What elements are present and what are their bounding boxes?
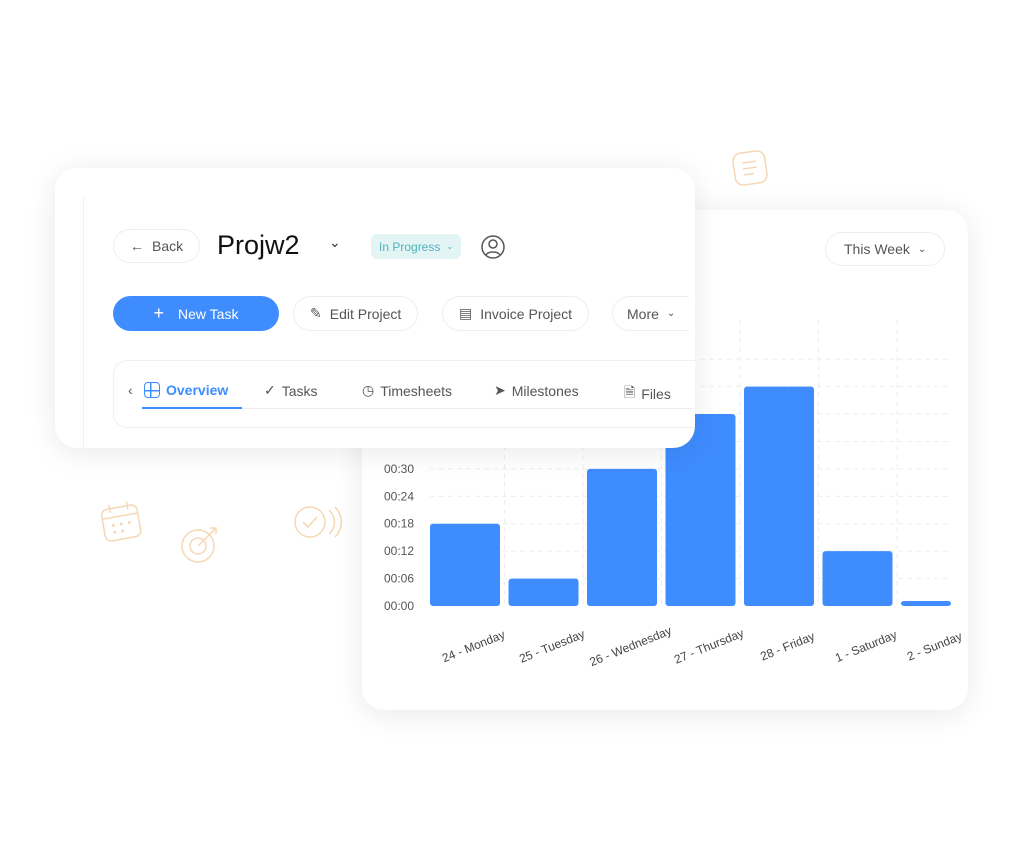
y-tick-label: 00:18 — [384, 517, 414, 531]
tab-tasks[interactable]: ✓︎ Tasks — [264, 382, 318, 399]
x-tick-label: 27 - Thursday — [672, 626, 746, 667]
invoice-project-label: Invoice Project — [480, 305, 573, 322]
bar-1-saturday — [822, 551, 893, 606]
project-header-card: ← Back Projw2 ⌄ In Progress ⌄ + New Task ✎… — [55, 168, 695, 448]
bar-25-tuesday — [508, 578, 579, 606]
assignee-avatar-icon[interactable] — [480, 234, 506, 260]
invoice-icon: ▤ — [459, 305, 473, 321]
tab-files[interactable]: 🗎︎ Files — [624, 382, 671, 406]
y-tick-label: 00:24 — [384, 489, 414, 503]
tab-milestones[interactable]: ➤ Milestones — [494, 382, 579, 399]
edit-project-button[interactable]: ✎ Edit Project — [293, 296, 419, 331]
y-tick-label: 00:30 — [384, 462, 414, 476]
bar-26-wednesday — [587, 468, 657, 606]
edit-project-label: Edit Project — [329, 305, 402, 322]
y-tick-label: 00:06 — [384, 572, 414, 586]
pencil-icon: ✎ — [310, 305, 322, 321]
y-tick-label: 00:00 — [384, 599, 414, 613]
clock-icon: ◷ — [362, 382, 375, 398]
x-tick-label: 24 - Monday — [440, 627, 507, 665]
x-tick-label: 2 - Sunday — [905, 629, 964, 664]
chevron-down-icon: ⌄ — [666, 308, 676, 319]
bar-28-friday — [744, 386, 814, 606]
tasks-check-icon — [294, 506, 342, 538]
document-icon — [732, 150, 768, 186]
x-tick-label: 28 - Friday — [758, 629, 816, 663]
back-button[interactable]: ← Back — [113, 229, 201, 263]
file-icon: 🗎︎ — [624, 384, 636, 400]
invoice-project-button[interactable]: ▤ Invoice Project — [442, 296, 590, 331]
x-tick-label: 1 - Saturday — [833, 628, 899, 665]
calendar-icon — [100, 501, 142, 542]
more-label: More — [627, 305, 659, 322]
plus-icon: + — [153, 303, 165, 323]
chevron-down-icon: ⌄ — [446, 242, 454, 251]
tasks-check-icon: ✓︎ — [264, 382, 276, 398]
new-task-button[interactable]: + New Task — [113, 296, 279, 331]
week-range-label: This Week — [844, 241, 910, 257]
bar-2-sunday — [901, 601, 951, 606]
back-label: Back — [152, 238, 184, 254]
x-tick-label: 25 - Tuesday — [517, 627, 587, 666]
bar-chart: 00:00 00:06 00:12 00:18 00:24 00:30 24 - Monda… — [384, 320, 964, 669]
x-tick-label: 26 - Wednesday — [587, 623, 673, 669]
bar-27-thursday — [665, 414, 736, 606]
bar-24-monday — [430, 523, 500, 606]
tab-tasks-label: Tasks — [281, 382, 318, 399]
status-dropdown[interactable]: In Progress ⌄ — [371, 234, 462, 259]
tab-overview[interactable]: Overview — [144, 382, 228, 398]
overview-grid-icon — [144, 382, 160, 398]
tabs-scroll-left-icon[interactable]: ‹ — [128, 382, 133, 398]
new-task-label: New Task — [178, 305, 239, 322]
tab-milestones-label: Milestones — [511, 382, 579, 399]
tab-timesheets-label: Timesheets — [380, 382, 453, 399]
tab-bar: ‹ Overview ✓︎ Tasks ◷ Timesheets ➤ Mileston… — [113, 360, 695, 428]
week-range-select[interactable]: This Week ⌄ — [825, 232, 946, 266]
chevron-down-icon: ⌄ — [917, 243, 927, 255]
tab-timesheets[interactable]: ◷ Timesheets — [362, 382, 452, 399]
project-title: Projw2 — [217, 230, 300, 260]
rocket-icon: ➤ — [494, 382, 506, 398]
project-switch-chevron-icon[interactable]: ⌄ — [329, 234, 341, 250]
tab-overview-label: Overview — [166, 382, 229, 398]
target-icon — [181, 527, 217, 563]
arrow-left-icon: ← — [130, 238, 144, 254]
more-button[interactable]: More ⌄ — [612, 296, 690, 331]
status-label: In Progress — [379, 239, 441, 254]
tab-files-label: Files — [641, 386, 671, 402]
y-tick-label: 00:12 — [384, 544, 414, 558]
